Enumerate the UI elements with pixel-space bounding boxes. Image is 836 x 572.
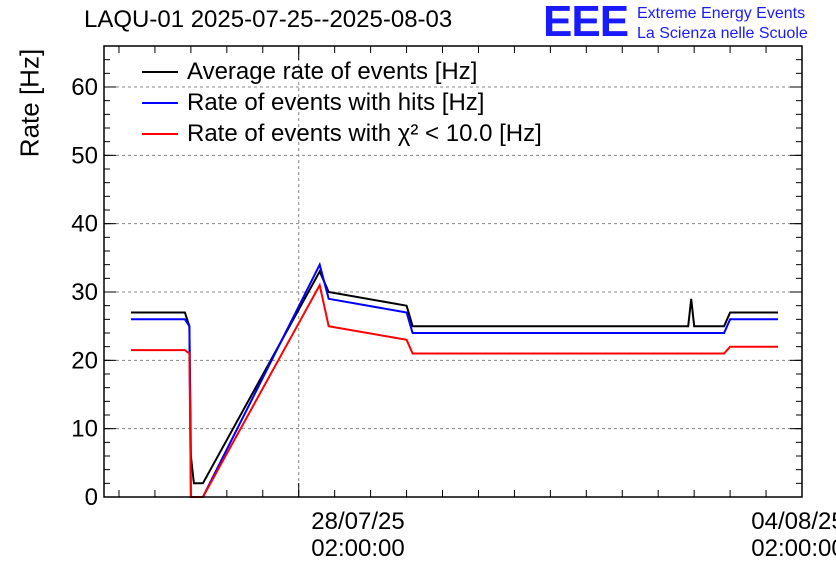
y-tick-label-50: 50	[71, 142, 98, 169]
y-tick-label-30: 30	[71, 279, 98, 306]
x-tick-label-2-time: 02:00:00	[751, 535, 836, 562]
series-line-1	[131, 261, 778, 498]
legend-item-hits: Rate of events with hits [Hz]	[142, 87, 542, 118]
y-tick-label-0: 0	[85, 484, 98, 511]
logo-caption-line2: La Scienza nelle Scuole	[637, 25, 808, 42]
chart-title: LAQU-01 2025-07-25--2025-08-03	[84, 6, 453, 33]
x-tick-label-2: 04/08/25 02:00:00	[751, 508, 836, 562]
eee-logo: EEE	[543, 0, 629, 46]
x-tick-label-1: 28/07/25 02:00:00	[311, 508, 404, 562]
legend-item-average: Average rate of events [Hz]	[142, 56, 542, 87]
y-tick-label-60: 60	[71, 74, 98, 101]
legend-label-hits: Rate of events with hits [Hz]	[187, 88, 485, 116]
legend: Average rate of events [Hz] Rate of even…	[142, 56, 542, 149]
legend-label-average: Average rate of events [Hz]	[187, 57, 478, 85]
x-tick-label-1-time: 02:00:00	[311, 535, 405, 562]
legend-item-chi2: Rate of events with χ² < 10.0 [Hz]	[142, 118, 542, 149]
legend-swatch-average	[142, 70, 178, 73]
y-tick-label-40: 40	[71, 211, 98, 238]
series-line-2	[131, 282, 778, 498]
y-tick-label-10: 10	[71, 416, 98, 443]
logo-caption-line1: Extreme Energy Events	[637, 5, 806, 22]
legend-swatch-hits	[142, 101, 178, 104]
y-tick-label-20: 20	[71, 347, 98, 374]
x-tick-label-1-date: 28/07/25	[311, 508, 405, 535]
y-axis-label: Rate [Hz]	[14, 48, 45, 158]
legend-swatch-chi2	[142, 132, 178, 135]
plot-frame	[103, 45, 803, 498]
x-tick-label-2-date: 04/08/25	[751, 508, 836, 535]
legend-label-chi2: Rate of events with χ² < 10.0 [Hz]	[187, 119, 542, 147]
logo-caption: Extreme Energy Events La Scienza nelle S…	[637, 4, 808, 44]
